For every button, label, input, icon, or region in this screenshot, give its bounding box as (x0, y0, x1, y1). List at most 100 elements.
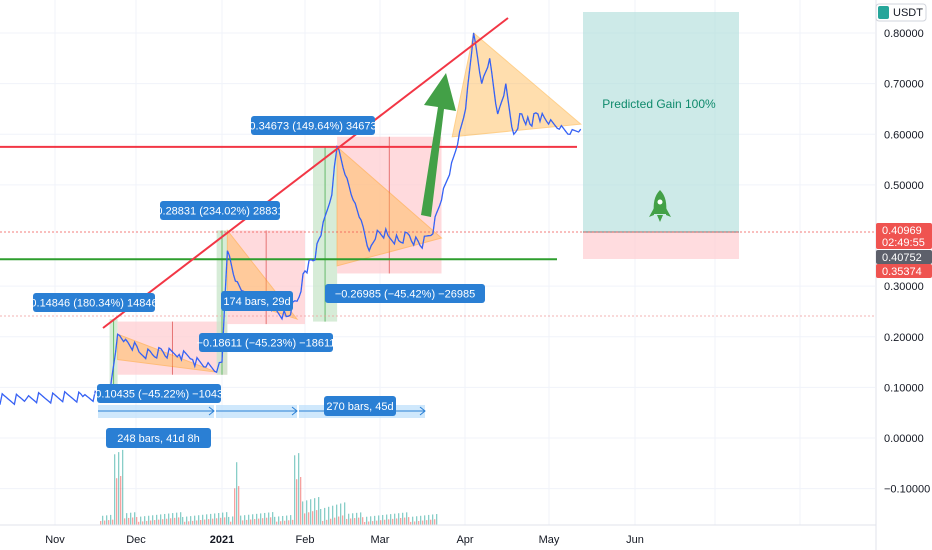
volume-bar (130, 512, 132, 525)
measure-label: −0.10435 (−45.22%) −10435 (89, 384, 229, 403)
volume-bar (380, 520, 382, 525)
pair-badge[interactable]: USDT (875, 3, 927, 22)
volume-bar (322, 520, 324, 525)
bar-range-label-box (324, 396, 396, 416)
volume-bar (246, 519, 248, 525)
volume-bar (348, 513, 350, 525)
y-tick-label: −0.10000 (884, 484, 930, 496)
volume-bar (162, 519, 164, 525)
y-tick-label: 0.10000 (884, 382, 924, 394)
price-tag-value: 0.40752 (882, 252, 922, 264)
volume-bar (300, 477, 302, 525)
volume-bar (286, 515, 288, 525)
volume-bar (240, 515, 242, 525)
measure-label-text: 0.34673 (149.64%) 34673 (249, 121, 376, 133)
volume-bar (122, 449, 124, 525)
volume-bar (336, 504, 338, 525)
volume-bar (156, 514, 158, 525)
volume-bar (346, 518, 348, 525)
volume-bar (212, 518, 214, 525)
volume-bar (324, 507, 326, 525)
volume-bar (230, 521, 232, 525)
volume-bar (394, 513, 396, 525)
volume-bar (138, 521, 140, 525)
volume-bar (370, 516, 372, 525)
volume-bar (282, 515, 284, 525)
volume-bar (378, 515, 380, 525)
volume-bar (174, 517, 176, 525)
volume-bar (158, 519, 160, 525)
volume-bar (116, 478, 118, 525)
volume-bar (140, 516, 142, 525)
volume-bar (100, 521, 102, 525)
volume-bar (428, 514, 430, 525)
bar-ranges: 248 bars, 41d 8h 174 bars, 29d 270 bars, 4… (98, 291, 426, 448)
volume-bar (134, 512, 136, 525)
volume-bar (318, 497, 320, 525)
volume-bar (110, 514, 112, 525)
volume-bar (424, 515, 426, 525)
x-tick-label: Apr (456, 534, 473, 546)
volume-bar (258, 518, 260, 525)
volume-bar (236, 462, 238, 525)
volume-bar (430, 519, 432, 525)
volume-bar (288, 520, 290, 525)
volume-bar (196, 520, 198, 525)
bar-range-label: 248 bars, 41d 8h (117, 433, 200, 445)
x-tick-label: Dec (126, 534, 146, 546)
x-tick-label: May (539, 534, 560, 546)
volume-bar (190, 516, 192, 525)
y-tick-label: 0.60000 (884, 129, 924, 141)
volume-bar (144, 516, 146, 525)
volume-bar (164, 513, 166, 525)
volume-bar (414, 521, 416, 525)
volume-bar (388, 519, 390, 525)
volume-bar (350, 518, 352, 525)
measure-label-text: 0.28831 (234.02%) 28831 (156, 206, 283, 218)
volume-bar (278, 516, 280, 525)
volume-bar (166, 518, 168, 525)
volume-bar (376, 520, 378, 525)
volume-bar (108, 520, 110, 525)
measure-label-text: 0.14846 (180.34%) 14846 (30, 298, 157, 310)
volume-bar (308, 512, 310, 525)
measure-label-box (160, 201, 280, 220)
price-tag-box (876, 250, 932, 264)
volume-bar (206, 514, 208, 525)
volume-bar (284, 520, 286, 525)
volume-bar (280, 521, 282, 525)
y-tick-label: 0.00000 (884, 433, 924, 445)
measure-label-text: −0.10435 (−45.22%) −10435 (89, 389, 229, 401)
price-tag-box (876, 223, 932, 249)
volume-bar (260, 513, 262, 525)
volume-bar (352, 513, 354, 525)
volume-bar (342, 515, 344, 525)
volume-bar (184, 521, 186, 525)
volume-bar (328, 506, 330, 525)
price-tag-stop: 0.35374 (876, 264, 932, 278)
volume-bar (228, 516, 230, 525)
volume-bar (362, 517, 364, 525)
volume-bar (392, 518, 394, 525)
volume-bar (178, 517, 180, 525)
volume-bar (254, 519, 256, 525)
y-tick-label: 0.80000 (884, 28, 924, 40)
volume-bar (182, 516, 184, 525)
measure-label-text: −0.26985 (−45.42%) −26985 (335, 289, 475, 301)
bar-range-arrow (419, 406, 426, 416)
bar-range-label: 174 bars, 29d (223, 296, 290, 308)
prediction-label: Predicted Gain 100% (602, 97, 716, 111)
price-tag-value: 0.40969 (882, 225, 922, 237)
volume-bars (100, 449, 438, 525)
volume-bar (364, 521, 366, 525)
volume-bar (124, 518, 126, 525)
volume-bar (194, 515, 196, 525)
y-tick-label: 0.30000 (884, 281, 924, 293)
price-tag-countdown: 02:49:55 (882, 237, 925, 249)
volume-bar (344, 502, 346, 525)
volume-bar (176, 512, 178, 525)
volume-bar (276, 521, 278, 525)
volume-bar (358, 517, 360, 525)
volume-bar (404, 517, 406, 525)
